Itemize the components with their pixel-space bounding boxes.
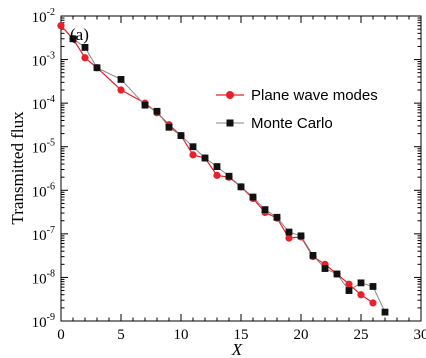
y-tick-label-base: 10 <box>32 10 47 26</box>
x-tick-label: 30 <box>414 327 426 343</box>
y-tick-label: 10-3 <box>32 51 55 70</box>
data-point-monte-carlo <box>321 265 329 272</box>
y-tick-label: 10-8 <box>32 268 55 287</box>
y-tick-label-base: 10 <box>32 141 47 157</box>
y-tick-label: 10-5 <box>32 138 55 157</box>
data-point-plane-wave-modes <box>213 171 221 179</box>
axes <box>60 15 422 322</box>
axis-ticks: 0 5 10 15 20 25 3010-210-310-410-510-610-710-8… <box>32 7 426 343</box>
data-point-monte-carlo <box>81 44 89 51</box>
y-tick-label-exponent: -4 <box>47 94 55 105</box>
data-point-monte-carlo <box>93 64 101 72</box>
y-tick-label-exponent: -8 <box>47 268 55 279</box>
data-point-plane-wave-modes <box>285 234 293 242</box>
y-tick-label: 10-9 <box>32 312 55 331</box>
panel-label: (a) <box>70 25 89 44</box>
y-tick-label-exponent: -7 <box>47 225 55 236</box>
data-point-plane-wave-modes <box>345 280 353 288</box>
x-tick-label: 5 <box>117 327 125 343</box>
legend-label-monte-carlo: Monte Carlo <box>251 115 333 132</box>
data-point-plane-wave-modes <box>357 291 365 299</box>
y-tick-label-base: 10 <box>32 54 47 70</box>
y-tick-label: 10-6 <box>32 181 55 200</box>
y-tick-label-base: 10 <box>32 184 47 200</box>
data-point-monte-carlo <box>117 76 125 83</box>
data-point-monte-carlo <box>201 154 209 162</box>
legend-marker-plane-wave <box>226 91 234 99</box>
data-point-monte-carlo <box>261 206 269 214</box>
legend: Plane wave modes Monte Carlo <box>216 87 378 132</box>
data-point-plane-wave-modes <box>81 54 89 62</box>
y-tick-label: 10-4 <box>32 94 55 113</box>
y-tick-label: 10-7 <box>32 225 55 244</box>
data-point-monte-carlo <box>189 143 197 151</box>
data-point-monte-carlo <box>249 193 257 201</box>
data-point-monte-carlo <box>69 35 77 43</box>
legend-label-plane-wave: Plane wave modes <box>251 87 378 104</box>
data-point-monte-carlo <box>309 252 317 259</box>
data-point-monte-carlo <box>297 232 305 240</box>
data-point-monte-carlo <box>177 132 185 139</box>
data-point-monte-carlo <box>165 123 173 131</box>
y-tick-label-exponent: -9 <box>47 312 55 323</box>
legend-item-monte-carlo: Monte Carlo <box>216 115 333 132</box>
data-point-monte-carlo <box>345 287 353 294</box>
data-point-monte-carlo <box>213 163 221 170</box>
data-point-monte-carlo <box>141 101 149 109</box>
data-point-monte-carlo <box>381 308 389 316</box>
data-point-monte-carlo <box>273 213 281 221</box>
data-point-monte-carlo <box>153 107 161 115</box>
data-point-monte-carlo <box>333 270 341 278</box>
x-tick-label: 15 <box>234 327 249 343</box>
plot-frame <box>60 15 422 322</box>
y-tick-label-exponent: -2 <box>47 7 55 18</box>
data-point-plane-wave-modes <box>189 151 197 159</box>
y-tick-label-base: 10 <box>32 97 47 113</box>
data-point-monte-carlo <box>369 283 377 290</box>
data-point-monte-carlo <box>357 279 365 287</box>
x-tick-label: 25 <box>354 327 369 343</box>
data-point-monte-carlo <box>285 228 293 236</box>
data-point-plane-wave-modes <box>57 22 65 30</box>
y-tick-label-base: 10 <box>32 228 47 244</box>
y-tick-label-base: 10 <box>32 315 47 331</box>
data-point-plane-wave-modes <box>117 86 125 94</box>
y-tick-label-exponent: -6 <box>47 181 55 192</box>
x-tick-label: 10 <box>174 327 189 343</box>
x-axis-label: X <box>231 340 243 358</box>
legend-item-plane-wave: Plane wave modes <box>216 87 378 104</box>
series-layer <box>57 22 389 316</box>
data-point-monte-carlo <box>225 172 233 180</box>
legend-marker-monte-carlo <box>226 119 234 127</box>
y-tick-label-exponent: -3 <box>47 51 55 62</box>
y-tick-label-base: 10 <box>32 271 47 287</box>
x-tick-label: 20 <box>294 327 309 343</box>
x-tick-label: 0 <box>57 327 65 343</box>
data-point-plane-wave-modes <box>369 299 377 307</box>
data-point-monte-carlo <box>237 183 245 191</box>
y-tick-label-exponent: -5 <box>47 138 55 149</box>
y-tick-label: 10-2 <box>32 7 55 26</box>
y-axis-label: Transmitted flux <box>8 111 27 225</box>
